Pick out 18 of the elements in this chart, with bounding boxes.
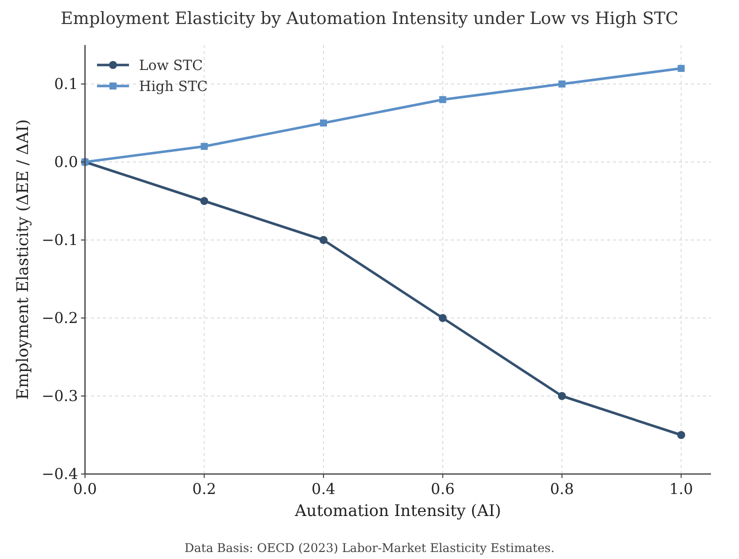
- x-tick-label: 0.4: [312, 480, 336, 498]
- y-tick-label: 0.0: [54, 153, 78, 171]
- y-tick-label: −0.1: [42, 231, 78, 249]
- x-tick-label: 0.8: [550, 480, 574, 498]
- y-tick-label: −0.4: [42, 465, 78, 483]
- y-tick-label: −0.3: [42, 387, 78, 405]
- x-tick-label: 0.0: [73, 480, 97, 498]
- chart-title: Employment Elasticity by Automation Intensity under Low vs High STC: [60, 9, 678, 29]
- legend-label: High STC: [139, 79, 208, 95]
- legend-label: Low STC: [139, 58, 203, 74]
- x-tick-label: 0.2: [192, 480, 216, 498]
- y-axis-title: Employment Elasticity (ΔEE / ΔAI): [13, 119, 32, 400]
- x-tick-label: 0.6: [430, 480, 455, 498]
- y-tick-label: 0.1: [54, 75, 78, 93]
- x-axis-title: Automation Intensity (AI): [294, 501, 502, 520]
- y-tick-label: −0.2: [42, 309, 78, 327]
- text: Data Basis: OECD (2023) Labor-Market Elasticity Estimates.: [184, 541, 555, 555]
- x-tick-label: 1.0: [669, 480, 694, 498]
